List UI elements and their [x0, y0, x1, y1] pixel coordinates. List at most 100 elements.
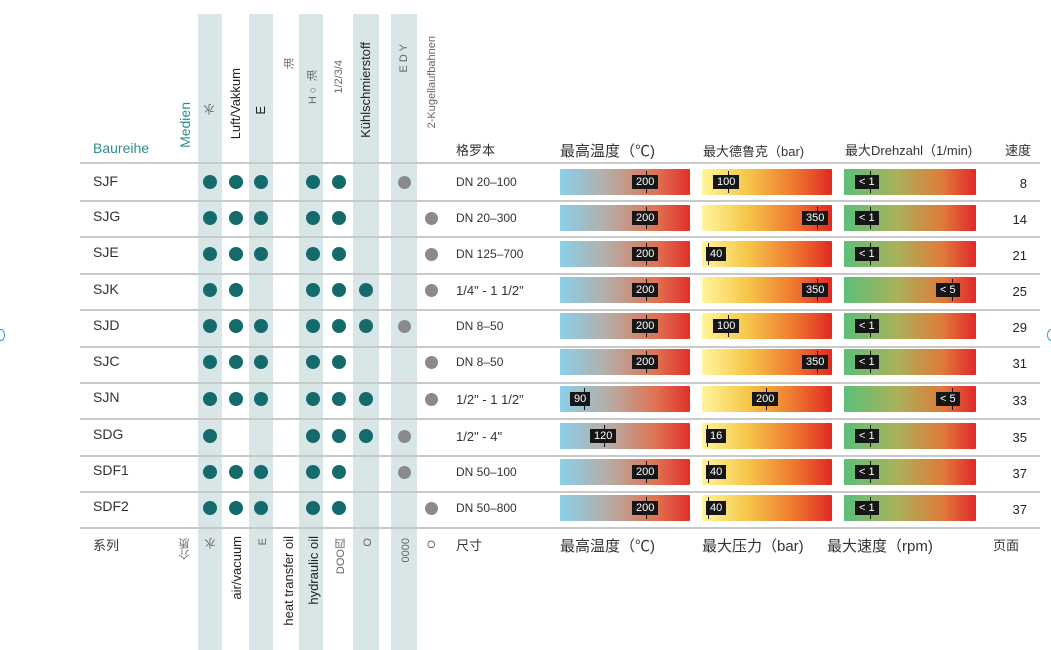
pressure-bar: 350: [702, 277, 832, 303]
size-range: DN 20–300: [456, 211, 517, 225]
header-air-vacuum: Luft/Vakkum: [228, 68, 243, 140]
size-range: 1/2" - 1 1/2": [456, 392, 524, 407]
option-dot: [425, 356, 438, 369]
footer-heat-oil: heat transfer oil: [281, 536, 296, 626]
temp-value: 200: [632, 501, 659, 515]
size-range: DN 8–50: [456, 319, 504, 333]
media-dot: [229, 501, 243, 515]
media-dot: [229, 247, 243, 261]
page-number: 37: [1012, 466, 1027, 481]
size-range: 1/2" - 4": [456, 429, 503, 444]
speed-value: < 1: [855, 429, 879, 443]
media-dot: [306, 283, 320, 297]
row-divider: [80, 346, 1040, 348]
series-name: SJE: [93, 244, 119, 260]
option-dot: [425, 248, 438, 261]
series-name: SJF: [93, 173, 118, 189]
media-dot: [254, 211, 268, 225]
media-dot: [203, 175, 217, 189]
series-name: SJN: [93, 389, 120, 405]
media-dot: [203, 247, 217, 261]
pressure-bar: 100: [702, 169, 832, 195]
temp-bar: 200: [560, 349, 690, 375]
speed-bar: < 1: [844, 349, 976, 375]
media-dot: [203, 283, 217, 297]
header-size: 格罗本: [456, 143, 496, 158]
pressure-value: 40: [706, 501, 727, 515]
page-number: 37: [1012, 502, 1027, 517]
media-dot: [229, 355, 243, 369]
speed-bar: < 1: [844, 169, 976, 195]
media-dot: [229, 283, 243, 297]
media-dot: [332, 211, 346, 225]
header-baureihe: Baureihe: [93, 140, 150, 156]
media-dot: [306, 319, 320, 333]
temp-bar: 200: [560, 495, 690, 521]
speed-value: < 1: [855, 211, 879, 225]
media-dot: [203, 355, 217, 369]
speed-value: < 1: [855, 501, 879, 515]
speed-bar: < 1: [844, 241, 976, 267]
speed-value: < 1: [855, 247, 879, 261]
header-e: E: [253, 106, 268, 115]
pressure-value: 200: [752, 392, 779, 406]
pressure-value: 350: [802, 355, 829, 369]
media-dot: [332, 175, 346, 189]
temp-bar: 120: [560, 423, 690, 449]
speed-value: < 1: [855, 355, 879, 369]
page-number: 8: [1019, 176, 1027, 191]
media-dot: [359, 319, 373, 333]
temp-value: 200: [632, 283, 659, 297]
row-divider: [80, 236, 1040, 238]
series-name: SDF2: [93, 498, 129, 514]
footer-coolant: O: [362, 538, 374, 547]
row-divider: [80, 491, 1040, 493]
footer-press: 最大压力（bar): [702, 538, 804, 555]
series-name: SJC: [93, 353, 120, 369]
media-dot: [359, 392, 373, 406]
header-coolant: Kühlschmierstoff: [358, 42, 373, 138]
media-dot: [254, 355, 268, 369]
pressure-value: 350: [802, 211, 829, 225]
option-dot: [425, 212, 438, 225]
page-number: 21: [1012, 248, 1027, 263]
row-divider: [80, 200, 1040, 202]
temp-value: 90: [570, 392, 591, 406]
footer-e: E: [257, 538, 269, 546]
footer-series: 系列: [93, 538, 120, 553]
speed-value: < 5: [936, 283, 960, 297]
pressure-bar: 16: [702, 423, 832, 449]
media-dot: [203, 429, 217, 443]
page-number: 31: [1012, 356, 1027, 371]
row-divider: [80, 418, 1040, 420]
footer-speed: 最大速度（rpm): [827, 538, 933, 555]
pressure-value: 350: [802, 283, 829, 297]
size-range: DN 50–100: [456, 465, 517, 479]
temp-value: 200: [632, 319, 659, 333]
speed-bar: < 1: [844, 459, 976, 485]
media-dot: [332, 429, 346, 443]
media-dot: [203, 392, 217, 406]
speed-bar: < 5: [844, 386, 976, 412]
pressure-bar: 40: [702, 459, 832, 485]
series-name: SDG: [93, 426, 124, 442]
option-dot: [398, 466, 411, 479]
temp-bar: 90: [560, 386, 690, 412]
media-dot: [229, 319, 243, 333]
header-press: 最大德鲁克（bar): [703, 144, 805, 159]
footer-hydraulic: hydraulic oil: [306, 536, 321, 605]
header-page: 速度: [1005, 143, 1032, 158]
header-hydraulic: H○ 油: [307, 70, 319, 104]
header-edy: E D Y: [398, 44, 410, 73]
media-dot: [229, 465, 243, 479]
speed-value: < 1: [855, 175, 879, 189]
temp-bar: 200: [560, 277, 690, 303]
media-dot: [203, 319, 217, 333]
speed-bar: < 1: [844, 495, 976, 521]
size-range: DN 125–700: [456, 247, 524, 261]
media-dot: [332, 355, 346, 369]
header-col6: 1/2/3/4: [333, 60, 345, 94]
media-dot: [306, 211, 320, 225]
pressure-bar: 350: [702, 349, 832, 375]
footer-col8: 0000: [400, 538, 412, 563]
